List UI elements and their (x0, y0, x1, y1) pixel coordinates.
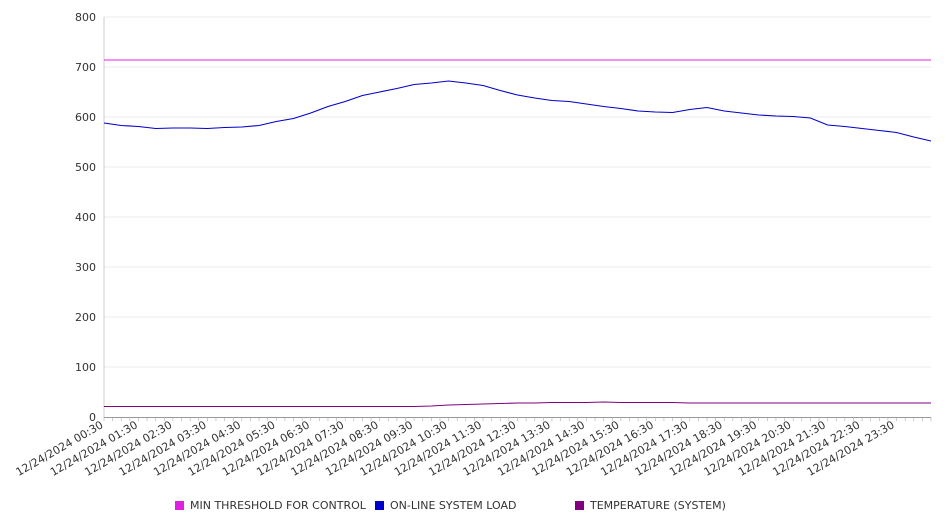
series-lines (103, 59, 932, 408)
grid (104, 16, 931, 368)
legend-swatch-min-threshold (175, 501, 184, 510)
legend-label-temperature: TEMPERATURE (SYSTEM) (590, 499, 726, 512)
legend-item-temperature[interactable]: TEMPERATURE (SYSTEM) (575, 499, 726, 512)
axes (103, 17, 932, 421)
legend-label-system-load: ON-LINE SYSTEM LOAD (390, 499, 517, 512)
y-tick-label: 300 (75, 261, 96, 274)
y-tick-label: 800 (75, 11, 96, 24)
legend-label-min-threshold: MIN THRESHOLD FOR CONTROL (190, 499, 366, 512)
legend-swatch-temperature (575, 501, 584, 510)
legend: MIN THRESHOLD FOR CONTROL ON-LINE SYSTEM… (0, 499, 946, 513)
y-axis-ticks: 0 100 200 300 400 500 600 700 800 (75, 11, 96, 424)
legend-swatch-system-load (375, 501, 384, 510)
y-tick-label: 200 (75, 311, 96, 324)
series-line-1 (103, 80, 932, 142)
y-tick-label: 500 (75, 161, 96, 174)
y-tick-label: 600 (75, 111, 96, 124)
series-line-2 (104, 401, 931, 408)
y-tick-label: 0 (89, 411, 96, 424)
y-tick-label: 400 (75, 211, 96, 224)
y-tick-label: 700 (75, 61, 96, 74)
y-tick-label: 100 (75, 361, 96, 374)
legend-item-system-load[interactable]: ON-LINE SYSTEM LOAD (375, 499, 516, 512)
legend-item-min-threshold[interactable]: MIN THRESHOLD FOR CONTROL (175, 499, 366, 512)
